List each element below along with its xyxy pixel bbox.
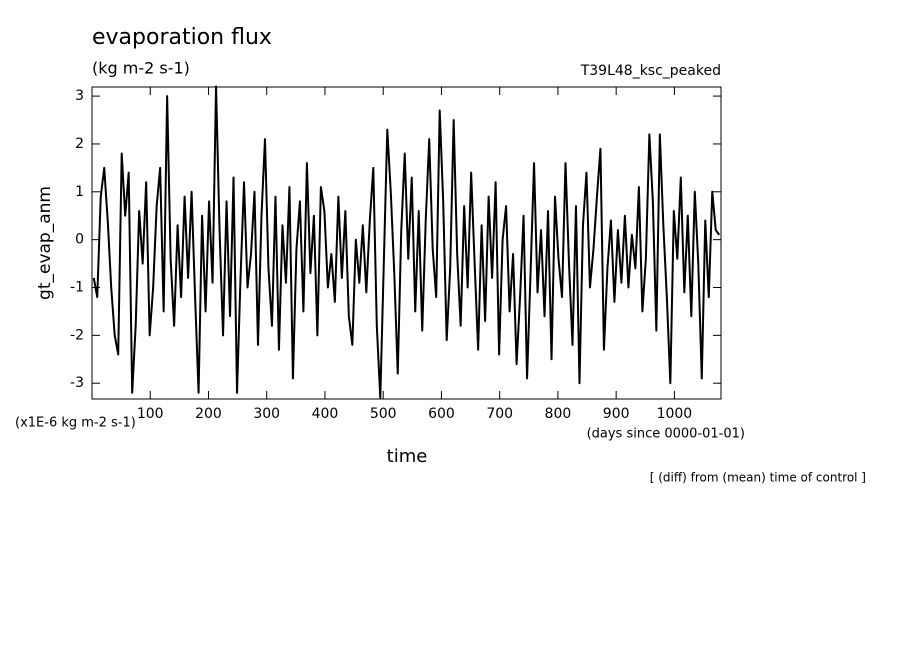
x-tick-label: 200 — [195, 406, 222, 422]
x-tick-label: 600 — [428, 406, 455, 422]
x-tick-label: 500 — [370, 406, 397, 422]
x-tick-label: 1000 — [657, 406, 693, 422]
y-tick-label: 3 — [75, 88, 84, 104]
note: [ (diff) from (mean) time of control ] — [650, 471, 866, 485]
x-tick-label: 100 — [137, 406, 164, 422]
x-unit-label: (days since 0000-01-01) — [587, 427, 745, 442]
y-tick-label: -1 — [70, 280, 84, 296]
y-tick-label: 0 — [75, 232, 84, 248]
y-tick-label: 2 — [75, 136, 84, 152]
x-tick-label: 800 — [545, 406, 572, 422]
x-tick-label: 900 — [603, 406, 630, 422]
run-label: T39L48_ksc_peaked — [580, 63, 721, 79]
chart-title: evaporation flux — [92, 25, 272, 50]
y-tick-label: 1 — [75, 184, 84, 200]
x-axis-label: time — [387, 446, 428, 467]
y-tick-label: -2 — [70, 327, 84, 343]
y-axis-label: gt_evap_anm — [35, 186, 55, 300]
y-unit-label: (x1E-6 kg m-2 s-1) — [15, 416, 136, 431]
x-tick-label: 400 — [312, 406, 339, 422]
x-tick-label: 700 — [486, 406, 513, 422]
chart-subtitle: (kg m-2 s-1) — [92, 59, 190, 78]
y-tick-label: -3 — [70, 375, 84, 391]
data-line — [92, 85, 721, 399]
x-tick-label: 300 — [253, 406, 280, 422]
plot-frame — [91, 86, 722, 400]
